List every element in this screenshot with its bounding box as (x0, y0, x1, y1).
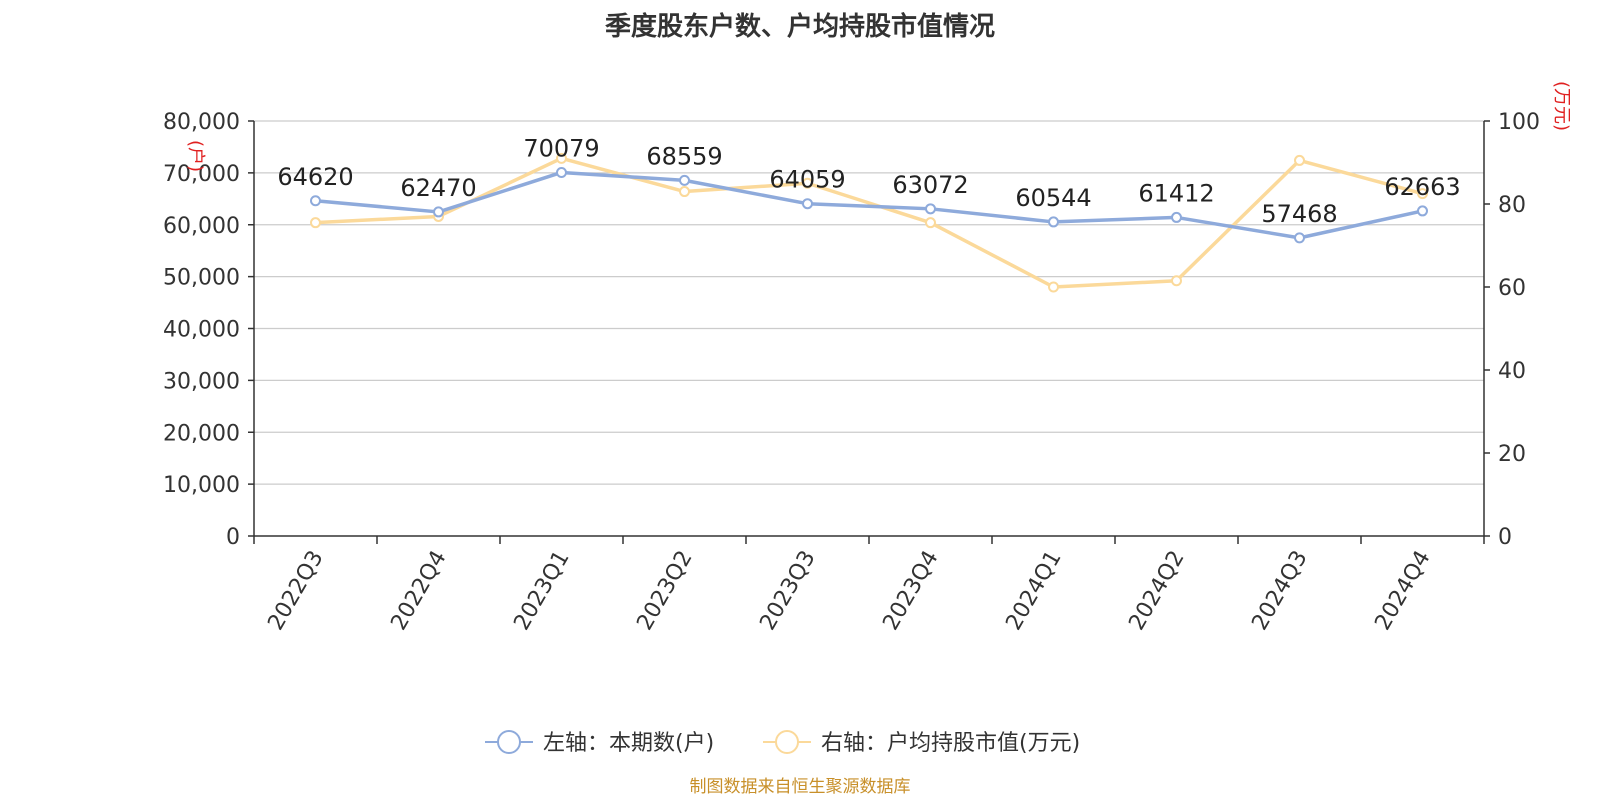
data-point-left (679, 174, 690, 186)
series-line-left (315, 170, 1423, 240)
data-label: 70079 (523, 134, 599, 162)
legend-swatch-marker (497, 730, 521, 754)
x-axis-tick-label: 2023Q1 (509, 547, 574, 635)
data-point-right (925, 217, 936, 229)
legend-label: 右轴：户均持股市值(万元) (821, 731, 1080, 756)
data-point-left (556, 166, 567, 178)
right-axis-label: (万元) (1551, 81, 1572, 131)
data-point-left (1294, 232, 1305, 244)
left-axis-tick-label: 80,000 (163, 110, 240, 135)
chart-title: 季度股东户数、户均持股市值情况 (604, 12, 995, 42)
legend-swatch-marker (775, 730, 799, 754)
right-axis-tick-label: 60 (1498, 276, 1526, 301)
x-axis-tick-label: 2024Q1 (1001, 547, 1066, 635)
data-point-left (433, 206, 444, 218)
data-point-left (1417, 205, 1428, 217)
data-point-right (1417, 188, 1428, 200)
data-point-right (1171, 275, 1182, 287)
axes: 0 10,000 20,000 30,000 40,000 50,000 60,000 70,… (163, 81, 1572, 635)
left-axis-tick-label: 20,000 (163, 421, 240, 446)
left-axis-tick-label: 50,000 (163, 266, 240, 291)
data-point-left (802, 198, 813, 210)
data-point-left (1171, 211, 1182, 223)
left-axis-tick-label: 0 (226, 525, 240, 550)
data-label: 64620 (277, 163, 353, 191)
legend[interactable]: 左轴：本期数(户) 右轴：户均持股市值(万元) (485, 730, 1080, 756)
left-axis-tick-label: 10,000 (163, 473, 240, 498)
data-point-right (310, 217, 321, 229)
right-axis-tick-label: 40 (1498, 359, 1526, 384)
data-label: 61412 (1138, 179, 1214, 207)
x-axis-tick-label: 2023Q3 (755, 547, 820, 635)
data-point-right (1294, 154, 1305, 166)
data-label: 60544 (1015, 184, 1091, 212)
series-lines (310, 152, 1428, 293)
x-axis-tick-label: 2022Q4 (386, 547, 451, 635)
x-axis-tick-label: 2024Q2 (1124, 547, 1189, 635)
data-point-right (556, 152, 567, 164)
series-line-right (315, 156, 1423, 289)
x-axis-tick-label: 2023Q4 (878, 547, 943, 635)
left-axis-label: (户) (185, 140, 206, 172)
data-point-left (1048, 216, 1059, 228)
data-label: 63072 (892, 171, 968, 199)
data-labels: 64620 62470 70079 68559 64059 63072 60544 61412… (277, 134, 1460, 227)
grid-lines (254, 120, 1484, 485)
data-label: 62663 (1384, 173, 1460, 201)
left-axis-tick-label: 60,000 (163, 214, 240, 239)
x-axis-tick-label: 2024Q4 (1370, 547, 1435, 635)
x-axis-tick-label: 2024Q3 (1247, 547, 1312, 635)
data-point-right (679, 186, 690, 198)
data-label: 64059 (769, 166, 845, 194)
left-axis-tick-label: 40,000 (163, 318, 240, 343)
legend-label: 左轴：本期数(户) (543, 731, 714, 756)
right-axis-tick-label: 80 (1498, 193, 1526, 218)
data-point-left (310, 195, 321, 207)
data-label: 68559 (646, 142, 722, 170)
data-point-left (925, 203, 936, 215)
left-axis-tick-label: 30,000 (163, 369, 240, 394)
x-axis-tick-label: 2023Q2 (632, 547, 697, 635)
data-point-right (1048, 281, 1059, 293)
data-label: 62470 (400, 174, 476, 202)
data-point-right (802, 177, 813, 189)
source-note: 制图数据来自恒生聚源数据库 (689, 777, 911, 797)
left-axis-tick-label: 70,000 (163, 162, 240, 187)
right-axis-tick-label: 0 (1498, 525, 1512, 550)
data-label: 57468 (1261, 200, 1337, 228)
right-axis-tick-label: 20 (1498, 442, 1526, 467)
x-axis-tick-label: 2022Q3 (263, 547, 328, 635)
right-axis-tick-label: 100 (1498, 110, 1540, 135)
